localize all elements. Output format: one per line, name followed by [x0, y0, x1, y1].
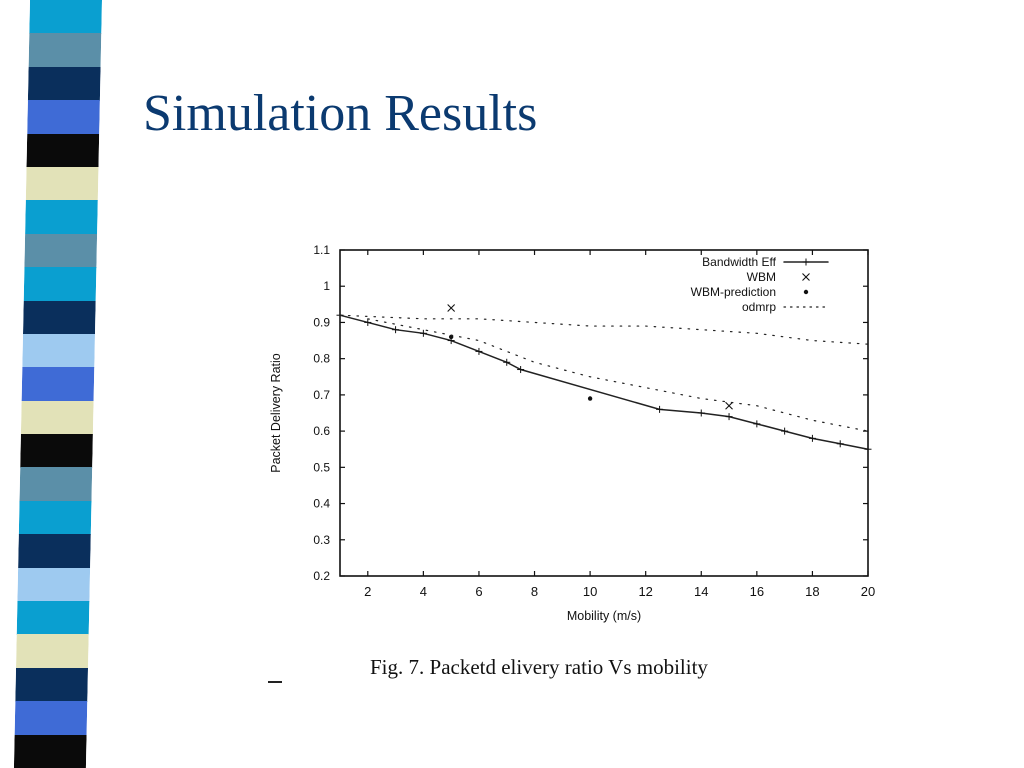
- y-axis-label: Packet Delivery Ratio: [269, 353, 283, 473]
- data-point: [447, 304, 456, 312]
- figure: 2 4 6 8 10 12 14 16 18 20 0.2 0.3 0.4 0.5 0.6 0.7 0.8 0.9…: [262, 236, 892, 641]
- stripe-segment: [18, 534, 91, 569]
- y-tick-label: 0.3: [313, 533, 330, 547]
- stripe-segment: [26, 133, 100, 168]
- figure-caption: Fig. 7. Packetd elivery ratio Vs mobilit…: [370, 655, 708, 679]
- x-tick-label: 2: [364, 584, 371, 599]
- y-tick-label: 0.2: [313, 569, 330, 583]
- x-tick-label: 20: [861, 584, 875, 599]
- series-line: [367, 318, 869, 432]
- marker-stroke: [802, 273, 810, 281]
- y-tick-label: 1: [323, 279, 330, 293]
- stripe-segment: [20, 400, 94, 435]
- stripe-segment: [22, 333, 96, 368]
- stripe-segment: [23, 267, 97, 302]
- data-point: [503, 358, 511, 366]
- marker-stroke: [725, 401, 733, 410]
- data-point: [808, 434, 816, 442]
- stripe-segment: [27, 66, 101, 101]
- stray-dash-mark: [268, 681, 282, 683]
- data-point: [656, 405, 664, 413]
- decorative-stripe-bar: [13, 0, 102, 768]
- data-point: [392, 326, 400, 334]
- stripe-segment: [22, 300, 96, 335]
- marker-stroke: [447, 304, 456, 312]
- data-point: [475, 347, 483, 355]
- stripe-segment: [15, 667, 89, 702]
- legend-label: Bandwidth Eff: [702, 255, 776, 269]
- y-tick-label: 0.4: [313, 497, 330, 511]
- x-tick-label: 4: [420, 584, 427, 599]
- legend-label: WBM-prediction: [691, 285, 776, 299]
- stripe-segment: [18, 500, 92, 535]
- x-axis-label: Mobility (m/s): [567, 609, 641, 623]
- series-3: [339, 314, 869, 345]
- legend-label: WBM: [747, 270, 776, 284]
- stripe-segment: [28, 33, 102, 68]
- x-tick-label: 16: [750, 584, 764, 599]
- stripe-segment: [27, 100, 100, 135]
- data-point: [725, 413, 733, 421]
- stripe-segment: [25, 200, 98, 235]
- stripe-segment: [29, 0, 102, 34]
- stripe-segment: [16, 634, 89, 669]
- stripe-segment: [13, 734, 87, 768]
- series-line: [339, 314, 869, 345]
- stripe-segment: [21, 367, 95, 402]
- stripe-segment: [24, 233, 98, 268]
- y-tick-label: 0.7: [313, 388, 330, 402]
- series-1: [447, 304, 733, 410]
- slide-title: Simulation Results: [143, 85, 538, 142]
- stripe-segment: [14, 701, 88, 736]
- plot-frame: [339, 249, 869, 577]
- legend-marker: [802, 258, 810, 266]
- data-point: [836, 440, 844, 448]
- x-tick-label: 8: [531, 584, 538, 599]
- data-point: [864, 445, 872, 453]
- y-tick-label: 1.1: [313, 243, 330, 257]
- data-point: [419, 329, 427, 337]
- data-point: [753, 420, 761, 428]
- stripe-segment: [16, 601, 90, 635]
- y-tick-label: 0.6: [313, 424, 330, 438]
- stripe-segment: [19, 467, 93, 502]
- data-point: [725, 401, 733, 410]
- y-tick-label: 0.5: [313, 460, 330, 474]
- series-4: [367, 318, 869, 432]
- y-tick-label: 0.8: [313, 352, 330, 366]
- legend-label: odmrp: [742, 300, 776, 314]
- x-tick-label: 12: [638, 584, 652, 599]
- data-point: [697, 409, 705, 417]
- series-line: [339, 314, 869, 450]
- series-0: [336, 311, 872, 453]
- data-point: [587, 396, 593, 401]
- data-point: [781, 427, 789, 435]
- packet-delivery-chart: 2 4 6 8 10 12 14 16 18 20 0.2 0.3 0.4 0.5 0.6 0.7 0.8 0.9…: [269, 243, 875, 623]
- data-point: [364, 318, 372, 326]
- data-point: [517, 366, 525, 374]
- x-tick-label: 18: [805, 584, 819, 599]
- stripe-segment: [20, 434, 93, 468]
- x-tick-label: 10: [583, 584, 597, 599]
- stripe-segment: [25, 166, 99, 201]
- legend-marker: [802, 273, 810, 281]
- y-tick-label: 0.9: [313, 315, 330, 329]
- x-tick-label: 14: [694, 584, 708, 599]
- x-tick-label: 6: [475, 584, 482, 599]
- legend-marker: [803, 289, 809, 295]
- stripe-segment: [17, 567, 91, 602]
